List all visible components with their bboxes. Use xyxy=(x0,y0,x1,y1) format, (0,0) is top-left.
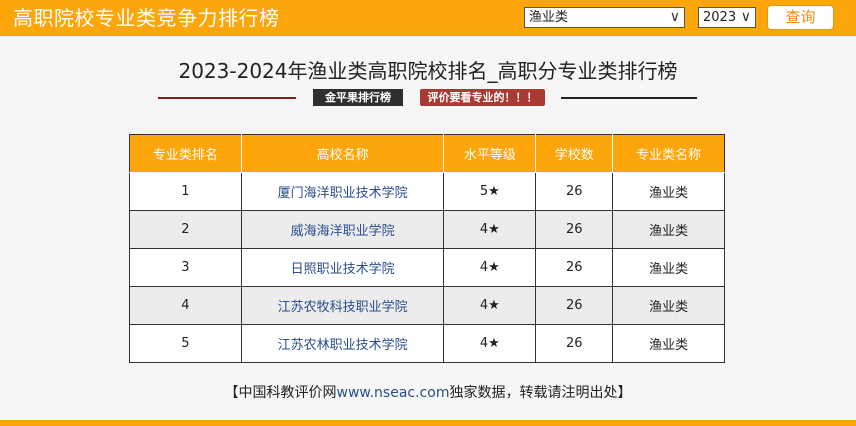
rank-cell: 5 xyxy=(130,325,242,363)
column-header-level: 水平等级 xyxy=(444,135,536,173)
slogan-badge: 评价要看专业的！！！ xyxy=(420,89,545,106)
column-header-rank: 专业类排名 xyxy=(130,135,242,173)
count-cell: 26 xyxy=(536,173,613,211)
count-cell: 26 xyxy=(536,211,613,249)
major-cell: 渔业类 xyxy=(613,211,725,249)
source-link[interactable]: www.nseac.com xyxy=(337,385,450,401)
query-button[interactable]: 查询 xyxy=(767,5,834,30)
page-title: 2023-2024年渔业类高职院校排名_高职分专业类排行榜 xyxy=(0,57,856,85)
divider-left xyxy=(158,97,296,99)
count-cell: 26 xyxy=(536,287,613,325)
ranking-badge: 金平果排行榜 xyxy=(313,89,403,106)
table-row: 4 江苏农牧科技职业学院 4★ 26 渔业类 xyxy=(130,287,725,325)
table-header-row: 专业类排名 高校名称 水平等级 学校数 专业类名称 xyxy=(130,135,725,173)
rank-cell: 3 xyxy=(130,249,242,287)
app-title: 高职院校专业类竞争力排行榜 xyxy=(13,5,280,31)
ranking-table: 专业类排名 高校名称 水平等级 学校数 专业类名称 1 厦门海洋职业技术学院 5… xyxy=(129,134,725,363)
rank-cell: 1 xyxy=(130,173,242,211)
school-link[interactable]: 江苏农林职业技术学院 xyxy=(241,325,444,363)
table-row: 1 厦门海洋职业技术学院 5★ 26 渔业类 xyxy=(130,173,725,211)
table-row: 2 威海海洋职业学院 4★ 26 渔业类 xyxy=(130,211,725,249)
bottom-bar xyxy=(0,420,856,426)
school-link[interactable]: 威海海洋职业学院 xyxy=(241,211,444,249)
level-cell: 4★ xyxy=(444,211,536,249)
school-link[interactable]: 厦门海洋职业技术学院 xyxy=(241,173,444,211)
year-select[interactable]: 2023 ∨ xyxy=(698,7,756,28)
school-link[interactable]: 日照职业技术学院 xyxy=(241,249,444,287)
major-cell: 渔业类 xyxy=(613,287,725,325)
level-cell: 4★ xyxy=(444,325,536,363)
table-row: 5 江苏农林职业技术学院 4★ 26 渔业类 xyxy=(130,325,725,363)
column-header-count: 学校数 xyxy=(536,135,613,173)
level-cell: 4★ xyxy=(444,249,536,287)
major-select[interactable]: 渔业类 ∨ xyxy=(524,7,685,28)
level-cell: 4★ xyxy=(444,287,536,325)
source-note: 【中国科教评价网www.nseac.com独家数据，转载请注明出处】 xyxy=(0,383,856,403)
divider-right xyxy=(561,97,697,99)
source-note-prefix: 【中国科教评价网 xyxy=(225,385,337,401)
column-header-school: 高校名称 xyxy=(241,135,444,173)
year-select-value: 2023 xyxy=(703,10,736,25)
count-cell: 26 xyxy=(536,249,613,287)
table-row: 3 日照职业技术学院 4★ 26 渔业类 xyxy=(130,249,725,287)
top-bar: 高职院校专业类竞争力排行榜 渔业类 ∨ 2023 ∨ 查询 xyxy=(0,0,856,36)
chevron-down-icon: ∨ xyxy=(741,8,751,27)
column-header-major: 专业类名称 xyxy=(613,135,725,173)
source-note-suffix: 独家数据，转载请注明出处】 xyxy=(449,385,631,401)
rank-cell: 2 xyxy=(130,211,242,249)
major-cell: 渔业类 xyxy=(613,173,725,211)
chevron-down-icon: ∨ xyxy=(670,8,680,27)
count-cell: 26 xyxy=(536,325,613,363)
rank-cell: 4 xyxy=(130,287,242,325)
major-select-value: 渔业类 xyxy=(529,10,568,25)
major-cell: 渔业类 xyxy=(613,325,725,363)
level-cell: 5★ xyxy=(444,173,536,211)
major-cell: 渔业类 xyxy=(613,249,725,287)
school-link[interactable]: 江苏农牧科技职业学院 xyxy=(241,287,444,325)
